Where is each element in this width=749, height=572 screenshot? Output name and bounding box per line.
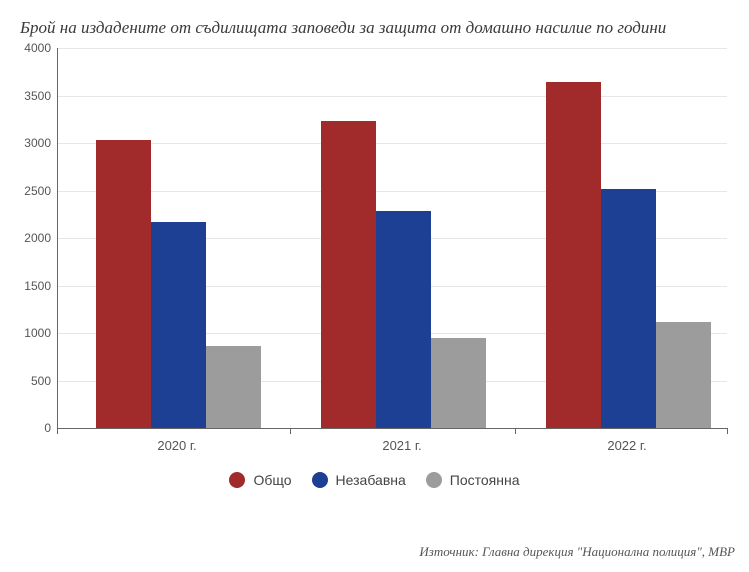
bar-immediate xyxy=(601,189,656,428)
legend-swatch-icon xyxy=(312,472,328,488)
chart-title: Брой на издадените от съдилищата заповед… xyxy=(0,0,749,48)
legend-label: Незабавна xyxy=(336,472,406,488)
legend-item-permanent: Постоянна xyxy=(426,472,520,488)
y-tick-label: 2500 xyxy=(24,184,51,198)
y-tick-label: 4000 xyxy=(24,41,51,55)
source-note: Източник: Главна дирекция "Национална по… xyxy=(419,544,735,560)
x-tick xyxy=(57,428,58,434)
bar-total xyxy=(96,140,151,428)
chart-area: 05001000150020002500300035004000 2020 г.… xyxy=(15,48,735,458)
bar-total xyxy=(321,121,376,428)
x-tick-label: 2021 г. xyxy=(382,438,421,453)
x-tick xyxy=(727,428,728,434)
y-tick-label: 1000 xyxy=(24,326,51,340)
y-tick-label: 3000 xyxy=(24,136,51,150)
y-axis: 05001000150020002500300035004000 xyxy=(15,48,55,428)
gridline xyxy=(58,96,727,97)
y-tick-label: 2000 xyxy=(24,231,51,245)
y-tick-label: 3500 xyxy=(24,89,51,103)
legend: Общо Незабавна Постоянна xyxy=(0,458,749,491)
legend-label: Общо xyxy=(253,472,291,488)
bar-immediate xyxy=(151,222,206,428)
legend-item-total: Общо xyxy=(229,472,291,488)
y-tick-label: 0 xyxy=(44,421,51,435)
y-tick-label: 500 xyxy=(31,374,51,388)
x-tick-label: 2022 г. xyxy=(607,438,646,453)
legend-swatch-icon xyxy=(426,472,442,488)
bar-permanent xyxy=(431,338,486,428)
legend-label: Постоянна xyxy=(450,472,520,488)
gridline xyxy=(58,143,727,144)
legend-item-immediate: Незабавна xyxy=(312,472,406,488)
x-tick xyxy=(515,428,516,434)
bar-immediate xyxy=(376,211,431,428)
bar-total xyxy=(546,82,601,428)
bar-permanent xyxy=(206,346,261,428)
x-tick xyxy=(290,428,291,434)
bar-permanent xyxy=(656,322,711,428)
gridline xyxy=(58,48,727,49)
plot-area xyxy=(57,48,727,428)
x-axis-line xyxy=(57,428,727,429)
legend-swatch-icon xyxy=(229,472,245,488)
y-tick-label: 1500 xyxy=(24,279,51,293)
x-tick-label: 2020 г. xyxy=(157,438,196,453)
